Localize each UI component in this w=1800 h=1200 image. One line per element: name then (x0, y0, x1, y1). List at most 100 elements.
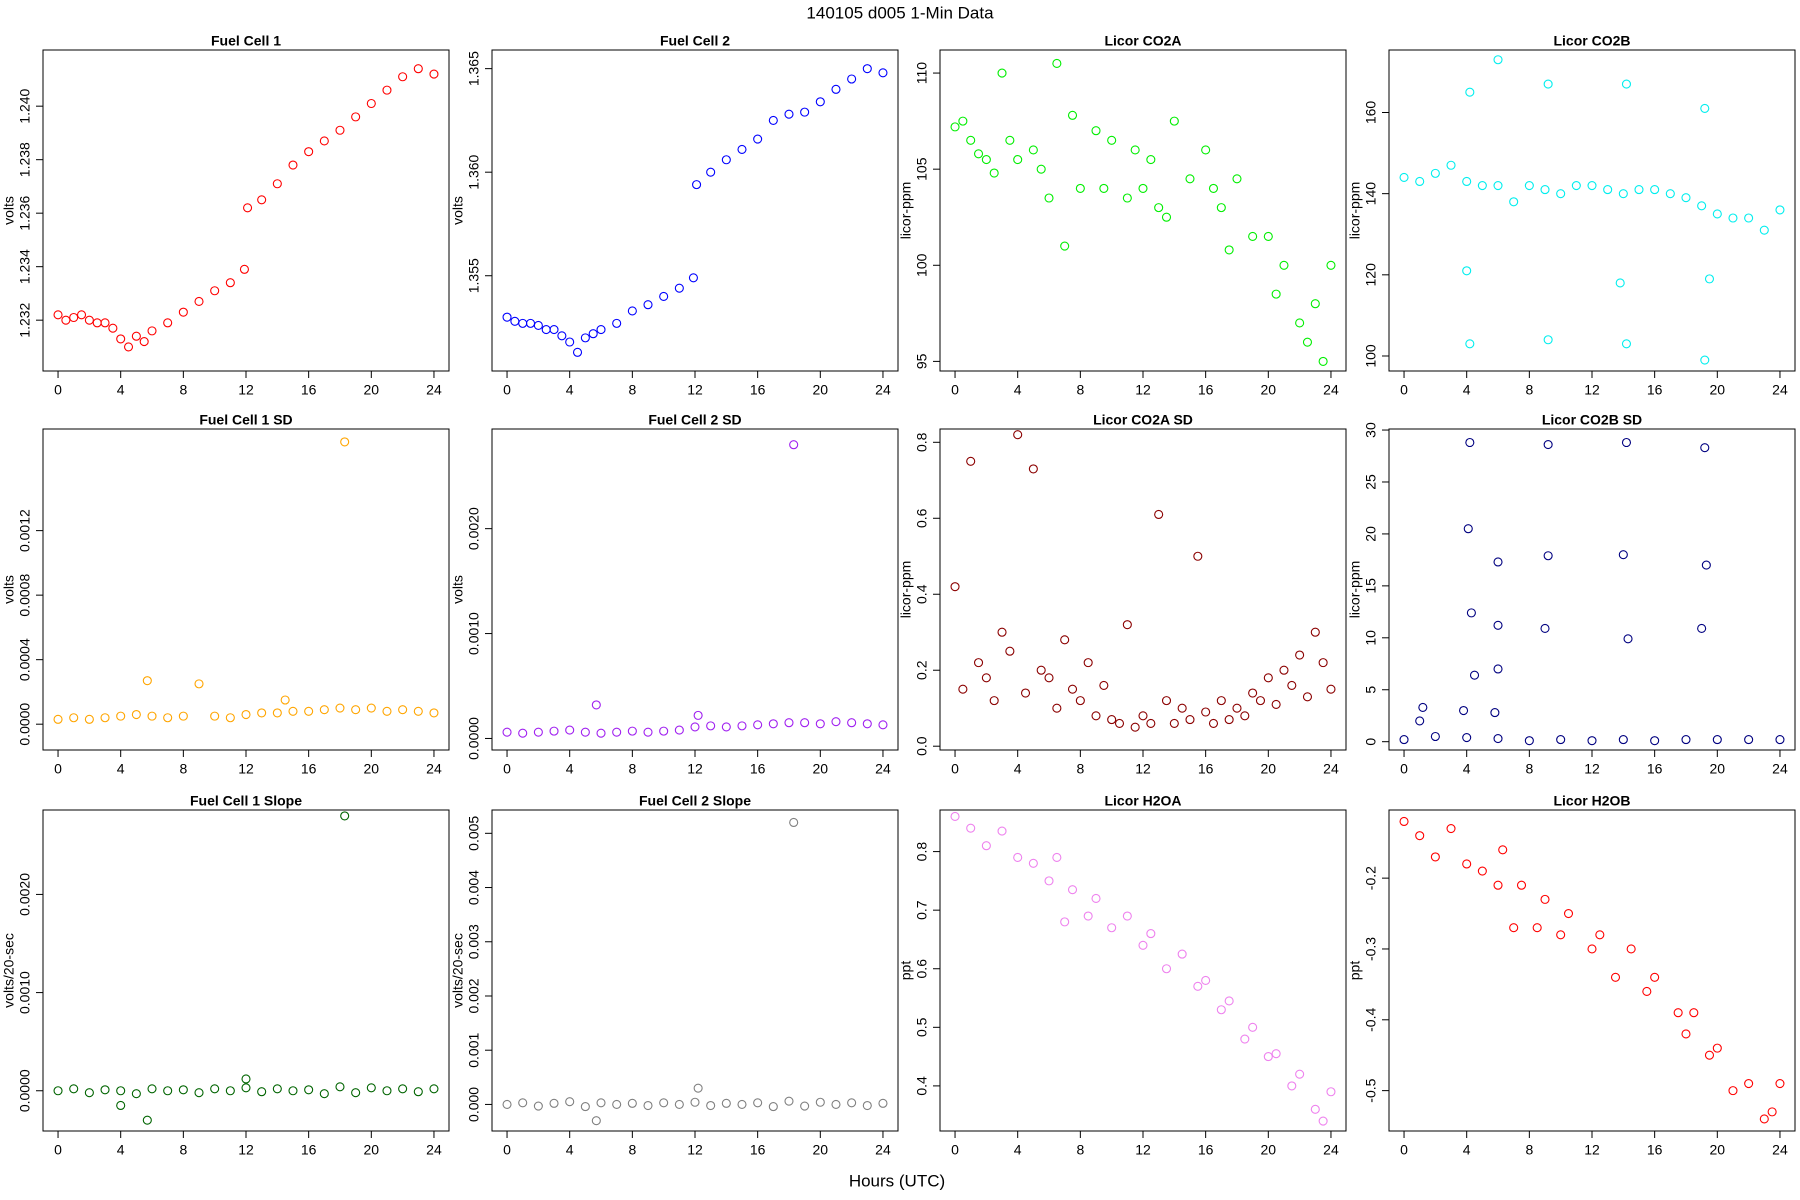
point (1263, 231, 1273, 241)
panel-title: Licor CO2A (1104, 33, 1181, 49)
point (142, 676, 152, 686)
point (1295, 318, 1305, 328)
point (831, 1099, 841, 1109)
point (768, 719, 778, 729)
point (116, 711, 126, 721)
point (1744, 213, 1754, 223)
point (1430, 168, 1440, 178)
x-tick-label: 4 (566, 382, 574, 398)
point (116, 334, 126, 344)
point (862, 64, 872, 74)
point (1618, 189, 1628, 199)
x-tick-label: 12 (687, 382, 703, 398)
x-tick-label: 16 (301, 1142, 317, 1158)
y-axis-label: volts (450, 196, 466, 225)
x-tick-label: 8 (1525, 382, 1533, 398)
point (1595, 930, 1605, 940)
x-tick-label: 20 (813, 761, 829, 777)
point (1477, 866, 1487, 876)
point (243, 203, 253, 213)
point (1287, 680, 1297, 690)
point (753, 720, 763, 730)
point (690, 1097, 700, 1107)
point (753, 1098, 763, 1108)
point (1005, 646, 1015, 656)
y-axis-label: volts (1, 575, 17, 604)
point (674, 725, 684, 735)
point (1418, 702, 1428, 712)
point (1169, 718, 1179, 728)
point (1642, 986, 1652, 997)
point (1477, 180, 1487, 191)
point (1201, 145, 1211, 155)
point (557, 331, 567, 341)
x-tick-label: 0 (951, 1142, 959, 1158)
y-tick-label: 1.355 (466, 258, 482, 293)
point (1509, 197, 1519, 207)
point (257, 195, 267, 205)
x-tick-label: 0 (1400, 382, 1408, 398)
x-tick-label: 8 (628, 1142, 636, 1158)
point (502, 312, 512, 322)
y-tick-label: 0.004 (466, 870, 482, 905)
point (580, 333, 590, 343)
point (1697, 201, 1707, 211)
x-tick-label: 16 (1198, 382, 1214, 398)
point (1318, 658, 1328, 668)
point (997, 627, 1007, 637)
point (549, 1098, 559, 1108)
point (1107, 715, 1117, 725)
point (280, 695, 290, 705)
point (1326, 1087, 1336, 1097)
point (210, 286, 220, 296)
point (768, 1102, 778, 1112)
point (1263, 673, 1273, 683)
point (950, 122, 960, 132)
x-tick-label: 0 (54, 761, 62, 777)
point (1701, 560, 1711, 570)
point (194, 679, 204, 689)
point (674, 1099, 684, 1109)
point (706, 721, 716, 731)
x-tick-label: 8 (1076, 761, 1084, 777)
point (950, 582, 960, 592)
x-tick-label: 8 (1076, 382, 1084, 398)
point (1161, 696, 1172, 706)
point (690, 722, 700, 732)
x-tick-label: 4 (566, 1142, 574, 1158)
x-tick-label: 16 (301, 761, 317, 777)
point (1615, 278, 1625, 288)
point (100, 713, 110, 723)
point (366, 703, 376, 713)
point (1399, 172, 1409, 182)
x-tick-label: 20 (364, 1142, 380, 1158)
point (139, 337, 149, 347)
point (721, 722, 731, 732)
point (1013, 430, 1023, 440)
y-axis-label: volts/20-sec (1, 933, 17, 1008)
point (335, 1082, 345, 1092)
x-tick-label: 4 (1014, 1142, 1022, 1158)
point (878, 68, 888, 78)
x-tick-label: 20 (1710, 761, 1726, 777)
point (1185, 174, 1195, 184)
point (627, 726, 637, 736)
x-tick-label: 16 (1198, 1142, 1214, 1158)
point (588, 329, 598, 339)
point (1493, 557, 1503, 567)
x-tick-label: 4 (117, 761, 125, 777)
point (1775, 205, 1785, 215)
point (53, 310, 63, 320)
point (1540, 894, 1550, 904)
point (627, 306, 637, 316)
point (1465, 437, 1475, 448)
point (241, 1083, 251, 1093)
point (591, 1116, 601, 1126)
point (596, 325, 606, 335)
point (737, 1099, 747, 1109)
point (239, 264, 249, 274)
point (1013, 852, 1023, 862)
point (784, 1096, 794, 1106)
point (108, 323, 118, 333)
x-tick-label: 0 (54, 382, 62, 398)
